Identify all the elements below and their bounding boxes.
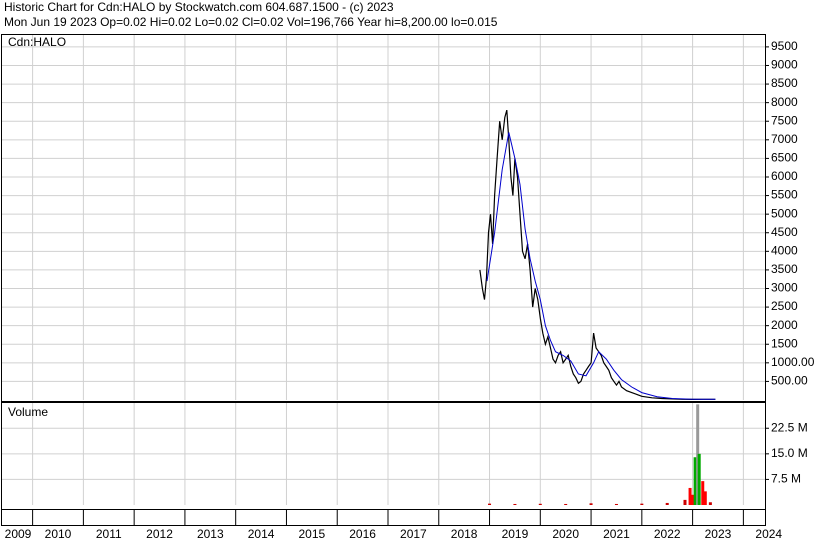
y-tick-label: 6500 (771, 151, 798, 165)
volume-bar (488, 503, 492, 505)
price-line (479, 109, 716, 401)
y-tick-label: 7.5 M (771, 472, 801, 486)
x-tick-label: 2016 (349, 527, 376, 541)
x-tick-label: 2024 (755, 527, 782, 541)
header-title: Historic Chart for Cdn:HALO by Stockwatc… (4, 0, 394, 14)
x-tick-label: 2015 (298, 527, 325, 541)
y-tick-label: 7000 (771, 132, 798, 146)
y-tick-label: 5500 (771, 188, 798, 202)
volume-bar (564, 503, 568, 505)
x-tick-label: 2011 (96, 527, 122, 541)
y-tick-label: 4000 (771, 243, 798, 257)
y-tick-label: 4500 (771, 225, 798, 239)
y-tick-label: 2500 (771, 299, 798, 313)
volume-bar (665, 502, 669, 505)
y-tick-label: 500.00 (771, 374, 808, 388)
x-tick-label: 2023 (705, 527, 732, 541)
price-line (486, 132, 716, 400)
y-tick-label: 3500 (771, 262, 798, 276)
volume-bar (701, 481, 705, 505)
panel-title: Cdn:HALO (8, 35, 66, 49)
volume-bar (683, 499, 687, 505)
x-tick-label: 2017 (400, 527, 427, 541)
x-tick-label: 2019 (502, 527, 529, 541)
x-tick-label: 2009 (5, 527, 32, 541)
y-tick-label: 15.0 M (771, 446, 808, 460)
y-tick-label: 8000 (771, 95, 798, 109)
y-tick-label: 8500 (771, 76, 798, 90)
date-axis (1, 509, 766, 526)
volume-bar (614, 503, 618, 505)
volume-bar (697, 453, 701, 505)
y-tick-label: 22.5 M (771, 420, 808, 434)
x-tick-label: 2013 (197, 527, 224, 541)
y-tick-label: 2000 (771, 318, 798, 332)
header-quote: Mon Jun 19 2023 Op=0.02 Hi=0.02 Lo=0.02 … (4, 15, 498, 29)
y-tick-label: 7500 (771, 113, 798, 127)
y-tick-label: 6000 (771, 169, 798, 183)
x-tick-label: 2014 (248, 527, 275, 541)
x-tick-label: 2010 (45, 527, 72, 541)
panel-title: Volume (8, 405, 48, 419)
x-tick-label: 2018 (451, 527, 478, 541)
y-tick-label: 1500 (771, 336, 798, 350)
volume-bar (696, 404, 700, 505)
x-tick-label: 2021 (603, 527, 630, 541)
volume-bar (688, 487, 692, 505)
y-tick-label: 5000 (771, 206, 798, 220)
volume-bar (640, 503, 644, 505)
volume-bar (691, 494, 695, 505)
volume-bar (693, 457, 697, 505)
plot: 500.00 1000.00 1500 2000 2500 3000 3500 4000 450… (2, 35, 815, 541)
y-tick-label: 3000 (771, 281, 798, 295)
volume-bar (703, 491, 707, 505)
x-tick-label: 2012 (146, 527, 173, 541)
y-tick-label: 9000 (771, 58, 798, 72)
y-tick-label: 1000.00 (771, 355, 815, 369)
y-tick-label: 9500 (771, 39, 798, 53)
volume-bar (708, 502, 712, 505)
volume-bar (589, 503, 593, 505)
price-panel (1, 34, 766, 402)
volume-bar (538, 503, 542, 505)
x-tick-label: 2022 (654, 527, 681, 541)
x-tick-label: 2020 (552, 527, 579, 541)
volume-bar (513, 503, 517, 505)
